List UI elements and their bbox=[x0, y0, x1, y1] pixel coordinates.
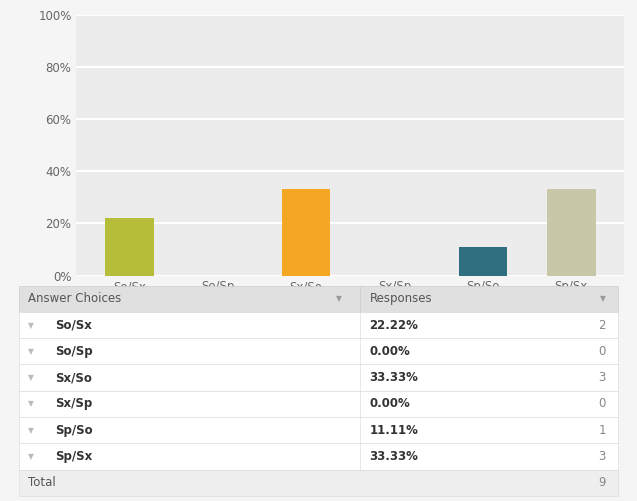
Bar bbox=[19, 286, 618, 312]
Text: ▼: ▼ bbox=[28, 321, 34, 330]
Bar bbox=[19, 470, 618, 496]
Text: 11.11%: 11.11% bbox=[369, 424, 419, 437]
Bar bbox=[105, 217, 154, 276]
Text: Answer Choices: Answer Choices bbox=[28, 292, 121, 305]
Text: 0.00%: 0.00% bbox=[369, 397, 410, 410]
Text: Sx/Sp: Sx/Sp bbox=[55, 397, 92, 410]
Text: Sx/So: Sx/So bbox=[55, 371, 92, 384]
Text: 0: 0 bbox=[599, 345, 606, 358]
Text: ▼: ▼ bbox=[28, 426, 34, 435]
Bar bbox=[282, 189, 331, 276]
Text: ▼: ▼ bbox=[28, 373, 34, 382]
Text: So/Sx: So/Sx bbox=[55, 319, 92, 332]
Bar bbox=[459, 246, 507, 276]
Text: Responses: Responses bbox=[369, 292, 432, 305]
Bar bbox=[19, 338, 618, 365]
Bar bbox=[19, 417, 618, 443]
Text: 0: 0 bbox=[599, 397, 606, 410]
Bar bbox=[19, 365, 618, 391]
Text: 2: 2 bbox=[598, 319, 606, 332]
Text: Sp/So: Sp/So bbox=[55, 424, 92, 437]
Text: ▼: ▼ bbox=[336, 294, 342, 303]
Text: So/Sp: So/Sp bbox=[55, 345, 92, 358]
Bar bbox=[547, 189, 596, 276]
Text: 1: 1 bbox=[598, 424, 606, 437]
Bar bbox=[19, 312, 618, 338]
Text: 3: 3 bbox=[599, 371, 606, 384]
Text: 33.33%: 33.33% bbox=[369, 371, 419, 384]
Text: 0.00%: 0.00% bbox=[369, 345, 410, 358]
Bar bbox=[19, 443, 618, 470]
Text: 9: 9 bbox=[598, 476, 606, 489]
Text: 22.22%: 22.22% bbox=[369, 319, 419, 332]
Text: Total: Total bbox=[28, 476, 56, 489]
Text: ▼: ▼ bbox=[28, 399, 34, 408]
Text: ▼: ▼ bbox=[600, 294, 606, 303]
Bar bbox=[19, 391, 618, 417]
Text: 3: 3 bbox=[599, 450, 606, 463]
Text: Sp/Sx: Sp/Sx bbox=[55, 450, 92, 463]
Text: ▼: ▼ bbox=[28, 347, 34, 356]
Text: 33.33%: 33.33% bbox=[369, 450, 419, 463]
Text: ▼: ▼ bbox=[28, 452, 34, 461]
